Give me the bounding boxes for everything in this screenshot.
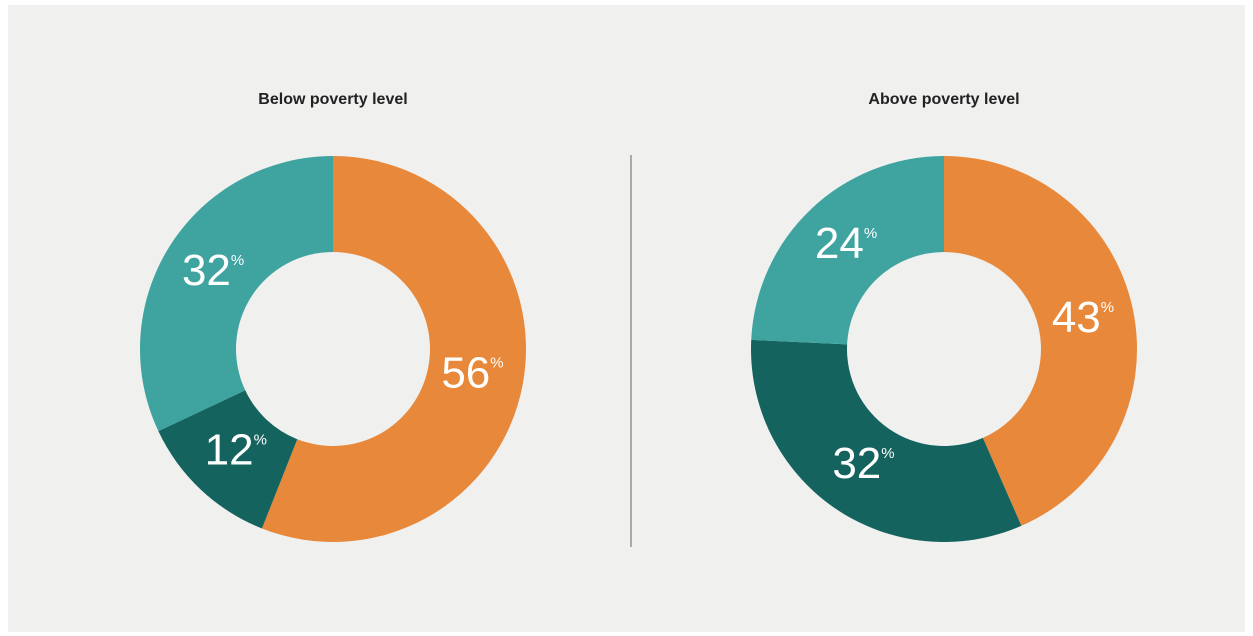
donut-slice [139,155,333,432]
donut-slice [750,339,1022,542]
value-label: 32% [182,246,244,295]
value-label: 56% [441,348,503,397]
donut-slice [751,156,944,345]
donut-slice [261,156,527,542]
donut-slice [944,156,1137,526]
value-label: 32% [832,439,894,488]
chart-title: Below poverty level [258,91,407,108]
chart-title: Above poverty level [868,91,1019,108]
value-label: 12% [205,425,267,474]
value-label: 43% [1052,293,1114,342]
value-label: 24% [815,219,877,268]
donut-slice [158,390,298,529]
